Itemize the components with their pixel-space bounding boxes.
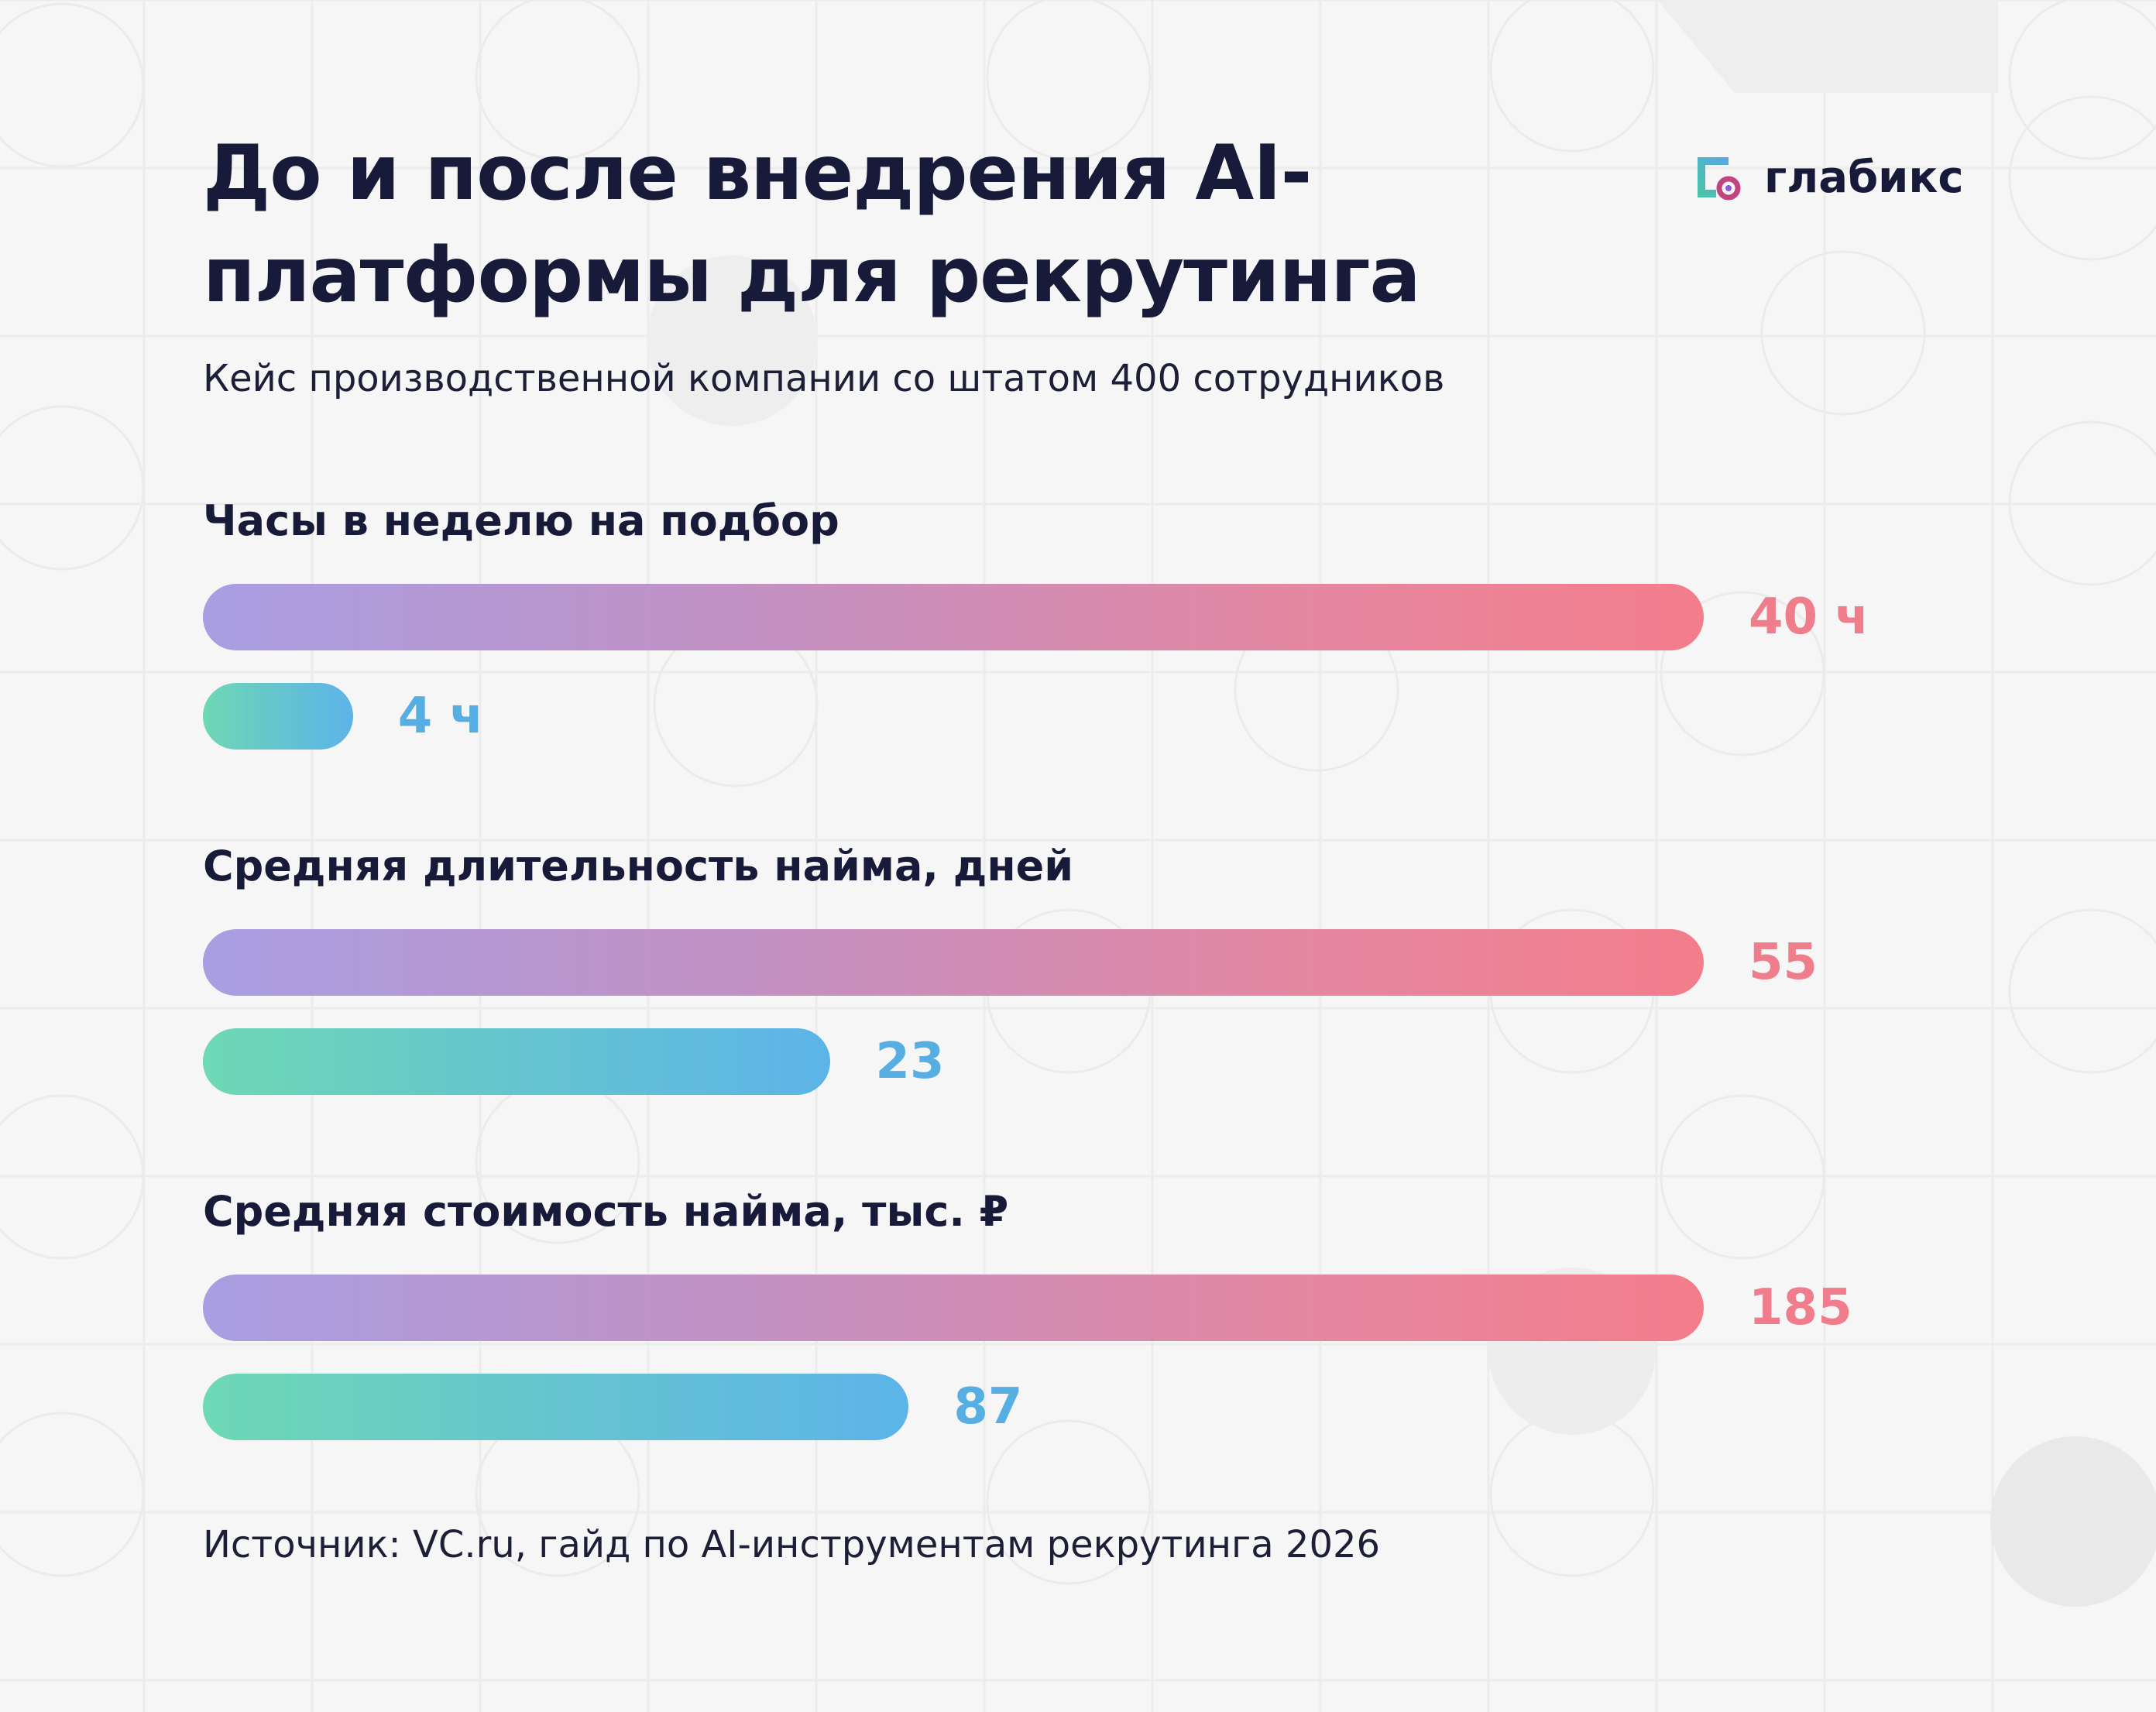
value-label-after: 87: [953, 1378, 1023, 1436]
bar-after: [203, 1374, 909, 1440]
bar-before: [203, 584, 1704, 650]
value-label-after: 4 ч: [397, 688, 484, 745]
metric-title: Средняя стоимость найма, тыс. ₽: [203, 1187, 1009, 1236]
bar-after: [203, 683, 353, 750]
bar-after: [203, 1028, 831, 1095]
brand-logo: глабикс: [1693, 152, 1964, 203]
value-label-after: 23: [875, 1033, 945, 1090]
bar-before: [203, 1275, 1704, 1341]
source-note: Источник: VC.ru, гайд по AI-инструментам…: [203, 1523, 1381, 1566]
brand-logo-text: глабикс: [1764, 152, 1964, 203]
page-subtitle: Кейс производственной компании со штатом…: [203, 357, 1445, 400]
page-title: До и после внедрения AI-платформы для ре…: [203, 129, 1421, 320]
value-label-before: 40 ч: [1749, 588, 1869, 646]
value-label-before: 55: [1749, 934, 1818, 991]
brand-logo-icon: [1698, 157, 1741, 201]
metric-title: Средняя длительность найма, дней: [203, 842, 1074, 890]
bar-before: [203, 929, 1704, 996]
value-label-before: 185: [1749, 1279, 1852, 1336]
metric-title: Часы в неделю на подбор: [203, 496, 839, 545]
